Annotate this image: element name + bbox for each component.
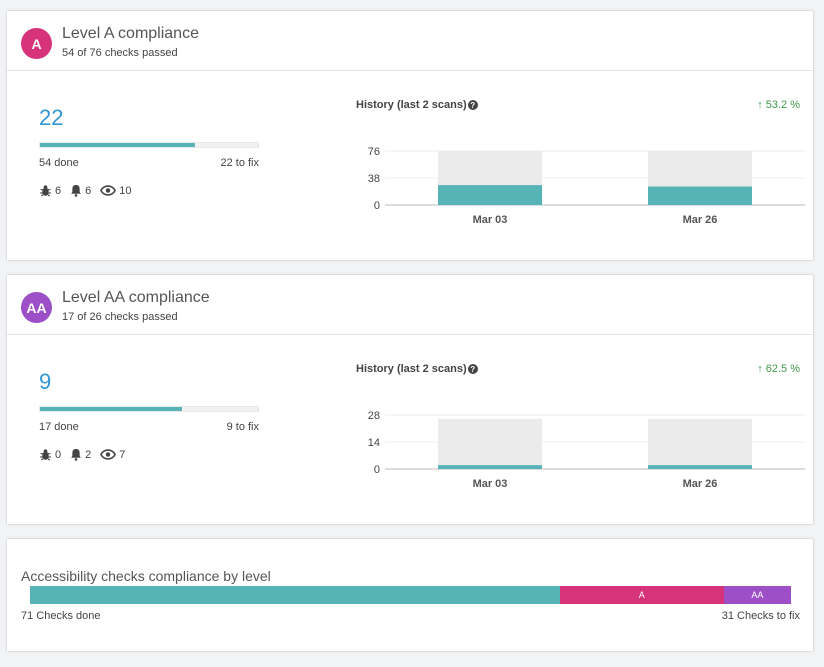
level-aa-fix-label: 9 to fix bbox=[226, 421, 259, 433]
level-aa-history-y-tick-label: 28 bbox=[368, 410, 380, 422]
bug-icon bbox=[40, 449, 51, 461]
level-aa-progress-fill bbox=[40, 407, 182, 411]
level-a-counts: 6 6 10 bbox=[39, 184, 141, 197]
level-a-to-fix-count[interactable]: 22 bbox=[39, 105, 64, 130]
level-a-header: A Level A compliance 54 of 76 checks pas… bbox=[7, 11, 813, 71]
level-aa-title: Level AA compliance bbox=[62, 289, 210, 306]
eye-icon bbox=[100, 185, 117, 196]
level-aa-history-label: History (last 2 scans) bbox=[356, 363, 467, 375]
level-a-fix-label: 22 to fix bbox=[220, 157, 259, 169]
level-a-bugs-count: 6 bbox=[55, 184, 62, 197]
level-aa-history-bar-total[interactable] bbox=[438, 418, 542, 469]
level-a-history-title: History (last 2 scans) ? bbox=[356, 99, 478, 111]
level-a-history-bar-value[interactable] bbox=[648, 186, 752, 205]
stacked-bar-segment-done[interactable] bbox=[30, 586, 560, 604]
question-circle-icon[interactable]: ? bbox=[467, 100, 478, 110]
level-aa-bugs-count: 0 bbox=[55, 448, 62, 461]
level-aa-bugs[interactable]: 0 bbox=[39, 448, 61, 461]
level-aa-badge: AA bbox=[21, 292, 52, 323]
level-aa-header: AA Level AA compliance 17 of 26 checks p… bbox=[7, 275, 813, 335]
level-a-history-label: History (last 2 scans) bbox=[356, 99, 467, 111]
compliance-stacked-bar: A AA bbox=[30, 586, 791, 604]
level-aa-history-bar-value[interactable] bbox=[648, 465, 752, 469]
level-aa-history-x-tick-label: Mar 26 bbox=[683, 478, 718, 490]
compliance-summary-card: Accessibility checks compliance by level… bbox=[7, 539, 813, 651]
bug-icon bbox=[40, 185, 51, 197]
level-aa-subtitle: 17 of 26 checks passed bbox=[62, 311, 178, 323]
summary-fix-label: 31 Checks to fix bbox=[721, 610, 800, 622]
level-aa-views-count: 7 bbox=[119, 448, 126, 461]
level-aa-history-bar-total[interactable] bbox=[648, 418, 752, 469]
level-a-alerts-count: 6 bbox=[85, 184, 92, 197]
eye-icon bbox=[100, 449, 117, 460]
level-a-subtitle: 54 of 76 checks passed bbox=[62, 47, 178, 59]
summary-done-label: 71 Checks done bbox=[21, 610, 101, 622]
level-a-views[interactable]: 10 bbox=[100, 184, 132, 197]
level-a-badge: A bbox=[21, 28, 52, 59]
level-aa-history-y-tick-label: 0 bbox=[374, 464, 380, 476]
level-a-history-y-tick-label: 38 bbox=[368, 173, 380, 185]
level-a-history-bar-value[interactable] bbox=[438, 185, 542, 205]
arrow-up-icon: ↑ bbox=[757, 99, 763, 111]
level-a-progress-fill bbox=[40, 143, 195, 147]
level-a-history-y-tick-label: 76 bbox=[368, 146, 380, 158]
level-aa-progress-bar bbox=[39, 406, 259, 412]
level-aa-history-title: History (last 2 scans) ? bbox=[356, 363, 478, 375]
level-a-history-x-tick-label: Mar 03 bbox=[473, 214, 508, 226]
level-aa-counts: 0 2 7 bbox=[39, 448, 134, 461]
level-a-trend-value: 53.2 % bbox=[765, 99, 800, 111]
arrow-up-icon: ↑ bbox=[757, 363, 763, 375]
level-aa-trend: ↑ 62.5 % bbox=[757, 363, 800, 375]
stacked-bar-segment-a[interactable]: A bbox=[559, 586, 724, 604]
summary-title: Accessibility checks compliance by level bbox=[21, 568, 271, 584]
level-aa-views[interactable]: 7 bbox=[100, 449, 125, 461]
level-aa-trend-value: 62.5 % bbox=[765, 363, 800, 375]
level-aa-done-label: 17 done bbox=[39, 421, 79, 433]
level-a-trend: ↑ 53.2 % bbox=[757, 99, 800, 111]
level-aa-card: AA Level AA compliance 17 of 26 checks p… bbox=[7, 275, 813, 524]
level-a-history-y-tick-label: 0 bbox=[374, 200, 380, 212]
level-a-card: A Level A compliance 54 of 76 checks pas… bbox=[7, 11, 813, 260]
stacked-bar-segment-aa[interactable]: AA bbox=[723, 586, 791, 604]
level-a-history-chart: 76 38 0 Mar 03 Mar 26 bbox=[368, 146, 805, 226]
level-aa-history-y-tick-label: 14 bbox=[368, 437, 380, 449]
level-a-views-count: 10 bbox=[119, 184, 132, 197]
level-aa-history-chart: 28 14 0 Mar 03 Mar 26 bbox=[368, 410, 805, 490]
level-a-title: Level A compliance bbox=[62, 25, 199, 42]
question-circle-icon[interactable]: ? bbox=[467, 364, 478, 374]
level-a-bugs[interactable]: 6 bbox=[39, 184, 61, 197]
level-aa-history-x-tick-label: Mar 03 bbox=[473, 478, 508, 490]
level-a-done-label: 54 done bbox=[39, 157, 79, 169]
bell-icon bbox=[71, 184, 81, 197]
level-aa-alerts[interactable]: 2 bbox=[70, 448, 91, 461]
level-aa-to-fix-count[interactable]: 9 bbox=[39, 369, 52, 394]
level-a-alerts[interactable]: 6 bbox=[70, 184, 91, 197]
bell-icon bbox=[71, 448, 81, 461]
level-aa-history-bar-value[interactable] bbox=[438, 465, 542, 469]
level-aa-alerts-count: 2 bbox=[85, 448, 92, 461]
level-a-progress-bar bbox=[39, 142, 259, 148]
level-a-history-x-tick-label: Mar 26 bbox=[683, 214, 718, 226]
